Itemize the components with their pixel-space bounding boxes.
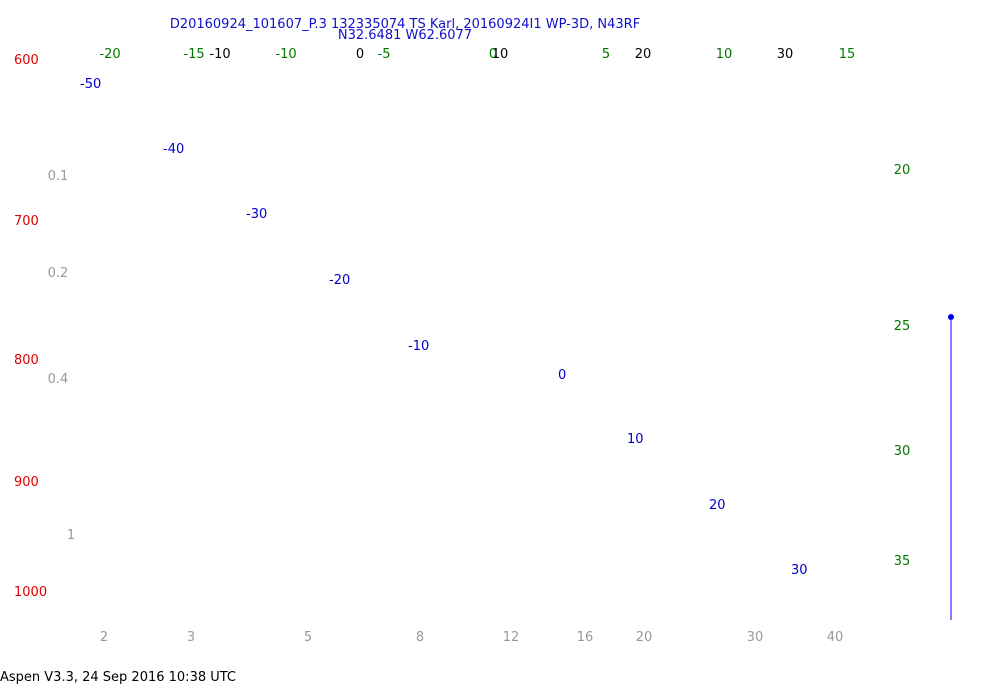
wind-marker-point	[948, 314, 954, 320]
chart-title-line1: D20160924_101607_P.3 132335074 TS Karl, …	[169, 17, 641, 32]
moist-adiabat-label: -5	[378, 47, 391, 62]
moist-adiabat-label: 15	[839, 47, 856, 62]
mixing-ratio-label: 1	[67, 528, 75, 543]
isotherm-label: -50	[80, 77, 101, 92]
pressure-label: 700	[14, 214, 39, 229]
mixing-ratio-label: 30	[747, 630, 764, 645]
wind-barb-column	[948, 314, 954, 620]
moist-adiabat-label: 30	[894, 444, 911, 459]
isotherm-label: -10	[408, 339, 429, 354]
moist-adiabat-label: 20	[894, 163, 911, 178]
isotherm-label: 20	[709, 498, 726, 513]
mixing-ratio-label: 0.2	[48, 266, 69, 281]
pressure-label: 1000	[14, 585, 47, 600]
mixing-ratio-label: 20	[636, 630, 653, 645]
mixing-ratio-label: 16	[577, 630, 594, 645]
moist-adiabat-label: -20	[99, 47, 120, 62]
footer-version: Aspen V3.3, 24 Sep 2016 10:38 UTC	[0, 670, 237, 685]
isotherm-label: 30	[791, 563, 808, 578]
pressure-label: 600	[14, 53, 39, 68]
mixing-ratio-label: 0.4	[48, 372, 69, 387]
dry-adiabat-label: 10	[492, 47, 509, 62]
isotherm-label: -40	[163, 142, 184, 157]
chart-title-line2: N32.6481 W62.6077	[337, 28, 473, 43]
mixing-ratio-label: 40	[827, 630, 844, 645]
moist-adiabat-label: 35	[894, 554, 911, 569]
mixing-ratio-label: 8	[416, 630, 424, 645]
moist-adiabat-label: -15	[183, 47, 204, 62]
mixing-ratio-label: 5	[304, 630, 312, 645]
isotherm-label: -20	[329, 273, 350, 288]
dry-adiabat-label: -10	[209, 47, 230, 62]
isotherm-label: 0	[558, 368, 566, 383]
mixing-ratio-label: 3	[187, 630, 195, 645]
pressure-label: 900	[14, 475, 39, 490]
moist-adiabat-label: -10	[275, 47, 296, 62]
dry-adiabat-label: 20	[635, 47, 652, 62]
moist-adiabat-label: 5	[602, 47, 610, 62]
mixing-ratio-label: 12	[503, 630, 520, 645]
mixing-ratio-label: 2	[100, 630, 108, 645]
mixing-ratio-label: 0.1	[48, 169, 69, 184]
axis-labels: 6007008009001000-50-40-30-20-100102030-1…	[14, 47, 910, 645]
moist-adiabat-label: 0	[489, 47, 497, 62]
moist-adiabat-label: 25	[894, 319, 911, 334]
dry-adiabat-label: 0	[356, 47, 364, 62]
moist-adiabat-label: 10	[716, 47, 733, 62]
pressure-label: 800	[14, 353, 39, 368]
isotherm-label: -30	[246, 207, 267, 222]
isotherm-label: 10	[627, 432, 644, 447]
dry-adiabat-label: 30	[777, 47, 794, 62]
